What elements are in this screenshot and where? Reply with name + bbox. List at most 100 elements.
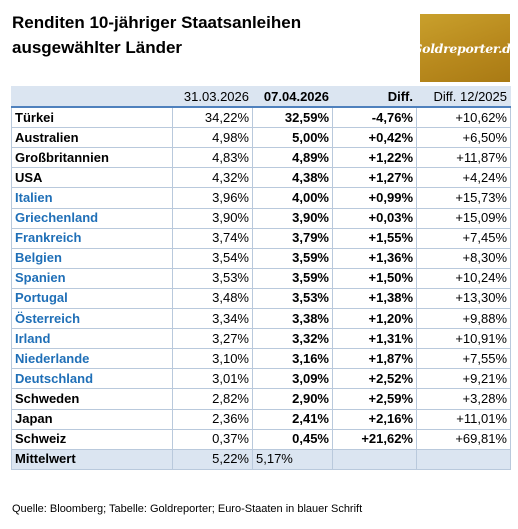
header-row: 31.03.2026 07.04.2026 Diff. Diff. 12/202… — [11, 86, 511, 109]
diff-ytd-value: +10,91% — [416, 328, 511, 350]
yield-date-2: 2,41% — [252, 408, 333, 430]
country-name: Deutschland — [11, 368, 173, 390]
yield-date-1: 3,48% — [172, 287, 253, 310]
diff-value: +1,55% — [332, 227, 417, 249]
country-name: Österreich — [11, 308, 173, 330]
country-name: Schweiz — [11, 428, 173, 450]
table-row: Türkei 34,22% 32,59% -4,76% +10,62% — [11, 106, 511, 129]
yield-date-1: 4,83% — [172, 147, 253, 169]
table-row: Griechenland 3,90% 3,90% +0,03% +15,09% — [11, 207, 511, 229]
yield-date-1: 3,54% — [172, 247, 253, 269]
table-row: Niederlande 3,10% 3,16% +1,87% +7,55% — [11, 348, 511, 370]
table-row: Irland 3,27% 3,32% +1,31% +10,91% — [11, 328, 511, 350]
diff-ytd-value: +10,24% — [416, 267, 511, 289]
diff-ytd-value: +15,73% — [416, 187, 511, 209]
yield-date-1: 3,96% — [172, 187, 253, 209]
diff-ytd-value: +69,81% — [416, 428, 511, 450]
diff-ytd-value: +11,87% — [416, 147, 511, 169]
average-empty-2 — [416, 448, 511, 470]
country-name: Italien — [11, 187, 173, 209]
diff-ytd-value: +4,24% — [416, 167, 511, 189]
average-value-2: 5,17% — [252, 448, 333, 470]
yield-date-1: 3,90% — [172, 207, 253, 229]
yield-date-2: 3,09% — [252, 368, 333, 390]
yield-date-1: 3,10% — [172, 348, 253, 370]
diff-ytd-value: +13,30% — [416, 287, 511, 310]
yield-date-2: 3,32% — [252, 328, 333, 350]
diff-ytd-value: +7,55% — [416, 348, 511, 370]
country-name: Irland — [11, 328, 173, 350]
country-name: Niederlande — [11, 348, 173, 370]
yield-date-2: 3,90% — [252, 207, 333, 229]
table-title: Renditen 10-jähriger Staatsanleihen ausg… — [12, 10, 392, 60]
diff-value: +1,31% — [332, 328, 417, 350]
diff-value: +1,22% — [332, 147, 417, 169]
table-row: Portugal 3,48% 3,53% +1,38% +13,30% — [11, 287, 511, 310]
yield-date-1: 3,01% — [172, 368, 253, 390]
diff-ytd-value: +10,62% — [416, 106, 511, 129]
header-diff: Diff. — [332, 86, 417, 109]
diff-ytd-value: +9,21% — [416, 368, 511, 390]
yield-date-1: 3,27% — [172, 328, 253, 350]
diff-value: +1,27% — [332, 167, 417, 189]
yield-date-2: 3,59% — [252, 267, 333, 289]
table-row: Frankreich 3,74% 3,79% +1,55% +7,45% — [11, 227, 511, 249]
diff-value: +0,42% — [332, 127, 417, 149]
yield-date-1: 4,98% — [172, 127, 253, 149]
table-row: Belgien 3,54% 3,59% +1,36% +8,30% — [11, 247, 511, 269]
table-row: Spanien 3,53% 3,59% +1,50% +10,24% — [11, 267, 511, 289]
table-row: Schweiz 0,37% 0,45% +21,62% +69,81% — [11, 428, 511, 450]
table-row: Österreich 3,34% 3,38% +1,20% +9,88% — [11, 308, 511, 330]
country-name: Belgien — [11, 247, 173, 269]
logo-text: Goldreporter.de — [411, 40, 518, 56]
diff-value: +0,99% — [332, 187, 417, 209]
yield-date-2: 4,38% — [252, 167, 333, 189]
yield-date-2: 0,45% — [252, 428, 333, 450]
yields-table: 31.03.2026 07.04.2026 Diff. Diff. 12/202… — [11, 86, 511, 470]
yield-date-1: 2,36% — [172, 408, 253, 430]
average-empty-1 — [332, 448, 417, 470]
diff-value: -4,76% — [332, 106, 417, 129]
table-row: Italien 3,96% 4,00% +0,99% +15,73% — [11, 187, 511, 209]
country-name: Griechenland — [11, 207, 173, 229]
diff-ytd-value: +15,09% — [416, 207, 511, 229]
yield-date-2: 4,00% — [252, 187, 333, 209]
header-date-1: 31.03.2026 — [172, 86, 253, 109]
country-name: Portugal — [11, 287, 173, 310]
header-diff-ytd: Diff. 12/2025 — [416, 86, 511, 109]
diff-value: +2,16% — [332, 408, 417, 430]
yield-date-2: 4,89% — [252, 147, 333, 169]
yield-date-2: 3,79% — [252, 227, 333, 249]
yield-date-2: 3,59% — [252, 247, 333, 269]
yield-date-1: 0,37% — [172, 428, 253, 450]
diff-ytd-value: +8,30% — [416, 247, 511, 269]
country-name: Spanien — [11, 267, 173, 289]
country-name: Türkei — [11, 106, 173, 129]
diff-value: +1,50% — [332, 267, 417, 289]
yield-date-1: 3,53% — [172, 267, 253, 289]
yield-date-2: 3,38% — [252, 308, 333, 330]
yield-date-2: 3,53% — [252, 287, 333, 310]
average-label: Mittelwert — [11, 448, 173, 470]
country-name: Frankreich — [11, 227, 173, 249]
yield-date-1: 3,34% — [172, 308, 253, 330]
table-row: Schweden 2,82% 2,90% +2,59% +3,28% — [11, 388, 511, 410]
title-line-1: Renditen 10-jähriger Staatsanleihen — [12, 13, 302, 32]
table-row: Japan 2,36% 2,41% +2,16% +11,01% — [11, 408, 511, 430]
diff-value: +21,62% — [332, 428, 417, 450]
table-row: Deutschland 3,01% 3,09% +2,52% +9,21% — [11, 368, 511, 390]
table-row: Großbritannien 4,83% 4,89% +1,22% +11,87% — [11, 147, 511, 169]
title-line-2: ausgewählter Länder — [12, 38, 183, 57]
diff-ytd-value: +7,45% — [416, 227, 511, 249]
diff-value: +2,52% — [332, 368, 417, 390]
country-name: Australien — [11, 127, 173, 149]
yield-date-1: 3,74% — [172, 227, 253, 249]
yield-date-2: 5,00% — [252, 127, 333, 149]
table-row: Australien 4,98% 5,00% +0,42% +6,50% — [11, 127, 511, 149]
yield-date-1: 4,32% — [172, 167, 253, 189]
diff-ytd-value: +3,28% — [416, 388, 511, 410]
diff-ytd-value: +9,88% — [416, 308, 511, 330]
table-row: USA 4,32% 4,38% +1,27% +4,24% — [11, 167, 511, 189]
diff-value: +2,59% — [332, 388, 417, 410]
yield-date-1: 2,82% — [172, 388, 253, 410]
